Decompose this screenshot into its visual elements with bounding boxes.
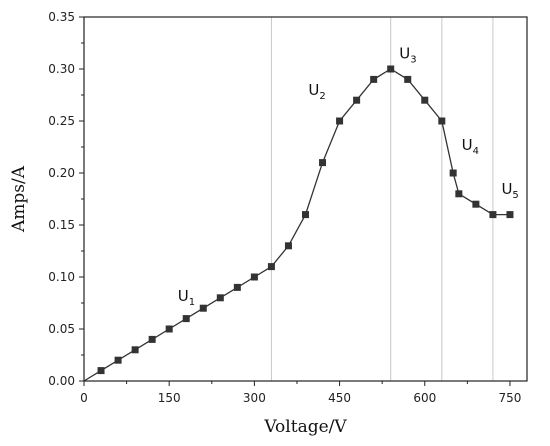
data-point [97, 367, 105, 375]
y-tick-label: 0.10 [48, 270, 75, 284]
x-tick-label: 150 [158, 391, 181, 405]
y-tick-label: 0.25 [48, 114, 75, 128]
x-tick-label: 300 [243, 391, 266, 405]
y-tick-label: 0.20 [48, 166, 75, 180]
data-point [404, 75, 412, 83]
series-line [83, 68, 510, 382]
region-label-U5: U5 [501, 180, 518, 201]
data-point [449, 169, 457, 177]
data-point [114, 356, 122, 364]
y-tick-label: 0.15 [48, 218, 75, 232]
data-point [267, 263, 275, 271]
x-tick-label: 450 [328, 391, 351, 405]
y-axis-title: Amps/A [9, 165, 29, 233]
region-label-U4: U4 [462, 136, 479, 157]
data-point [438, 117, 446, 125]
data-point [284, 242, 292, 250]
x-tick-label: 0 [80, 391, 88, 405]
y-tick-label: 0.35 [48, 10, 75, 24]
data-point [353, 96, 361, 104]
x-tick-label: 600 [413, 391, 436, 405]
region-label-U3: U3 [399, 45, 416, 66]
data-point [455, 190, 463, 198]
region-label-U1: U1 [178, 287, 195, 308]
region-divider-lines [270, 17, 494, 381]
data-point [472, 200, 480, 208]
data-point [319, 159, 327, 167]
region-annotations: U1 U2 U3 U4 U5 [178, 45, 519, 308]
data-point [302, 211, 309, 219]
data-point [387, 65, 395, 73]
axes: 0 150 300 450 600 750 0.00 0.05 0.10 0.15 0.20 0.25… [48, 10, 528, 405]
y-tick-label: 0.00 [48, 374, 75, 388]
data-point [148, 335, 156, 343]
data-point [182, 315, 190, 323]
data-point [370, 75, 378, 83]
data-point [131, 346, 139, 354]
x-axis-title: Voltage/V [263, 417, 347, 437]
y-tick-label: 0.30 [48, 62, 75, 76]
data-point [250, 273, 258, 281]
data-point [216, 294, 224, 302]
data-point [199, 304, 207, 312]
x-tick-label: 750 [499, 391, 522, 405]
y-tick-label: 0.05 [48, 322, 75, 336]
data-point [165, 325, 173, 333]
data-point [421, 96, 429, 104]
data-series [83, 65, 514, 382]
data-point [489, 211, 497, 219]
data-point [233, 283, 241, 291]
region-label-U2: U2 [308, 81, 325, 102]
data-point [336, 117, 344, 125]
data-point [506, 211, 514, 219]
plot-frame [83, 16, 528, 382]
